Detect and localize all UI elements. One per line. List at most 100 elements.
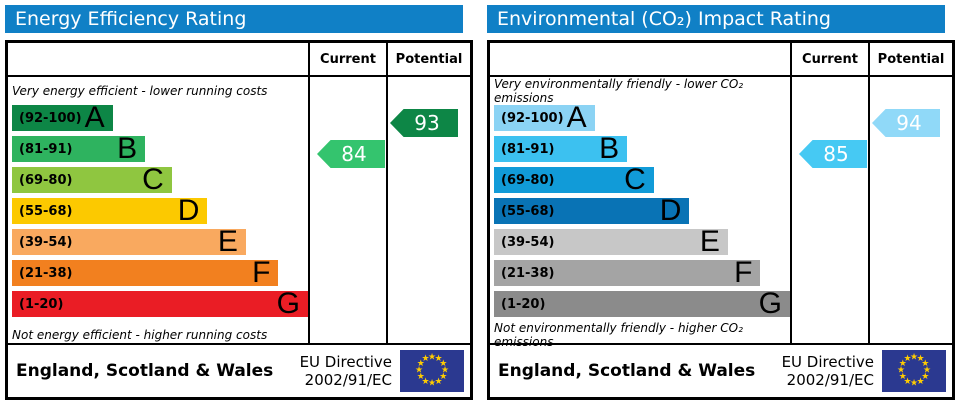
rating-bands-area: Very environmentally friendly - lower CO…: [490, 77, 790, 349]
eu-star-icon: ★: [896, 365, 906, 376]
band-letter: D: [659, 194, 682, 227]
band-f: (21-38) F: [12, 256, 279, 289]
band-letter: E: [699, 225, 720, 258]
eu-star-icon: ★: [439, 359, 448, 369]
footer-region-label: England, Scotland & Wales: [16, 361, 274, 381]
table-header-row: Current Potential: [490, 43, 952, 77]
current-column-header: Current: [790, 43, 868, 75]
band-b: (81-91) B: [12, 132, 146, 165]
band-letter: E: [217, 225, 238, 258]
band-letter: G: [758, 287, 782, 320]
band-range-label: (81-91): [501, 141, 555, 157]
current-value-column: 85: [790, 77, 868, 343]
current-value-column: 84: [308, 77, 386, 343]
band-letter: F: [252, 256, 271, 289]
band-range-label: (55-68): [501, 203, 555, 219]
potential-value-column: 94: [868, 77, 952, 343]
eu-flag-icon: ★ ★ ★ ★ ★ ★ ★ ★ ★ ★ ★ ★: [400, 350, 464, 392]
energy-panel-title: Energy Efficiency Rating: [5, 5, 463, 33]
band-letter: F: [734, 256, 753, 289]
rating-bands-area: Very energy efficient - lower running co…: [8, 77, 308, 343]
environmental-rating-table: Current Potential Very environmentally f…: [487, 40, 955, 400]
environmental-impact-panel: Environmental (CO₂) Impact Rating Curren…: [487, 5, 955, 404]
band-range-label: (1-20): [19, 296, 64, 312]
band-f: (21-38) F: [494, 256, 761, 289]
rating-scale-header-spacer: [490, 43, 790, 75]
eu-directive-line1: EU Directive: [781, 353, 874, 371]
eu-directive-line1: EU Directive: [299, 353, 392, 371]
eu-star-icon: ★: [903, 376, 912, 387]
band-letter: A: [84, 101, 105, 134]
eu-star-icon: ★: [427, 352, 437, 363]
eu-star-icon: ★: [434, 354, 443, 365]
energy-rating-table: Current Potential Very energy efficient …: [5, 40, 473, 400]
top-caption: Very environmentally friendly - lower CO…: [494, 77, 744, 105]
eu-star-icon: ★: [427, 378, 437, 389]
eu-star-icon: ★: [921, 372, 930, 382]
table-footer: England, Scotland & Wales EU Directive 2…: [8, 343, 470, 397]
eu-flag-icon: ★ ★ ★ ★ ★ ★ ★ ★ ★ ★ ★ ★: [882, 350, 946, 392]
current-column-header: Current: [308, 43, 386, 75]
potential-rating-arrow: 94: [872, 109, 940, 137]
eu-star-icon: ★: [421, 376, 430, 387]
band-g: (1-20) G: [12, 287, 308, 320]
bottom-caption: Not energy efficient - higher running co…: [12, 328, 268, 342]
eu-star-icon: ★: [439, 372, 448, 382]
band-d: (55-68) D: [494, 194, 690, 227]
band-g: (1-20) G: [494, 287, 790, 320]
potential-column-header: Potential: [868, 43, 952, 75]
eu-star-icon: ★: [909, 378, 919, 389]
band-range-label: (69-80): [501, 172, 555, 188]
band-range-label: (55-68): [19, 203, 73, 219]
band-c: (69-80) C: [12, 163, 172, 196]
band-c: (69-80) C: [494, 163, 654, 196]
band-b: (81-91) B: [494, 132, 628, 165]
table-header-row: Current Potential: [8, 43, 470, 77]
band-letter: C: [142, 163, 164, 196]
band-range-label: (81-91): [19, 141, 73, 157]
band-letter: C: [624, 163, 646, 196]
eu-star-icon: ★: [922, 365, 932, 376]
eu-star-icon: ★: [440, 365, 450, 376]
band-letter: B: [117, 132, 138, 165]
potential-value-column: 93: [386, 77, 470, 343]
eu-star-icon: ★: [921, 359, 930, 369]
band-range-label: (1-20): [501, 296, 546, 312]
eu-star-icon: ★: [903, 354, 912, 365]
eu-star-icon: ★: [916, 354, 925, 365]
eu-directive-label: EU Directive 2002/91/EC: [782, 353, 874, 389]
band-letter: G: [276, 287, 300, 320]
top-caption: Very energy efficient - lower running co…: [12, 84, 268, 98]
eu-star-icon: ★: [909, 352, 919, 363]
eu-star-icon: ★: [416, 359, 425, 369]
rating-body: Very environmentally friendly - lower CO…: [490, 77, 952, 349]
footer-region-label: England, Scotland & Wales: [498, 361, 756, 381]
band-e: (39-54) E: [12, 225, 246, 258]
eu-directive-line2: 2002/91/EC: [304, 371, 392, 389]
band-range-label: (69-80): [19, 172, 73, 188]
bottom-caption: Not environmentally friendly - higher CO…: [494, 321, 743, 349]
potential-rating-arrow: 93: [390, 109, 458, 137]
eu-star-icon: ★: [414, 365, 424, 376]
band-letter: D: [177, 194, 200, 227]
eu-star-icon: ★: [434, 376, 443, 387]
band-d: (55-68) D: [12, 194, 208, 227]
band-range-label: (92-100): [19, 110, 82, 126]
band-range-label: (39-54): [501, 234, 555, 250]
potential-column-header: Potential: [386, 43, 470, 75]
band-range-label: (21-38): [19, 265, 73, 281]
eu-star-icon: ★: [421, 354, 430, 365]
current-rating-arrow: 85: [799, 140, 867, 168]
band-letter: A: [566, 101, 587, 134]
energy-efficiency-panel: Energy Efficiency Rating Current Potenti…: [5, 5, 473, 404]
eu-star-icon: ★: [898, 359, 907, 369]
eu-directive-label: EU Directive 2002/91/EC: [300, 353, 392, 389]
band-e: (39-54) E: [494, 225, 728, 258]
band-range-label: (92-100): [501, 110, 564, 126]
band-a: (92-100) A: [494, 101, 595, 134]
eu-star-icon: ★: [416, 372, 425, 382]
band-range-label: (39-54): [19, 234, 73, 250]
band-letter: B: [599, 132, 620, 165]
eu-star-icon: ★: [898, 372, 907, 382]
